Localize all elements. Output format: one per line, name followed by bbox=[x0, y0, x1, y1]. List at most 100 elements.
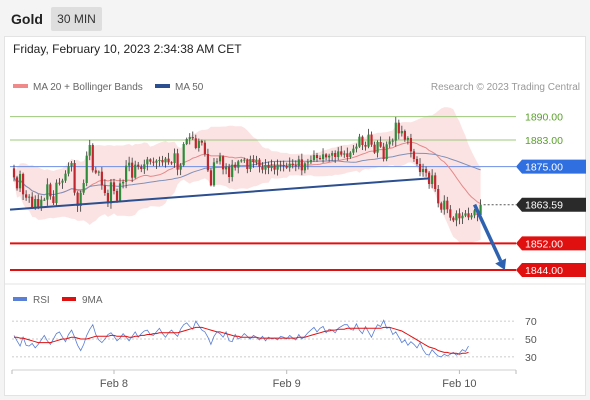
candle-body bbox=[18, 174, 22, 189]
candle-body bbox=[361, 136, 364, 145]
candle-body bbox=[415, 159, 419, 164]
candle-body bbox=[300, 159, 303, 171]
ma50-legend-swatch bbox=[155, 84, 170, 88]
forecast-arrow-head bbox=[495, 258, 507, 270]
candle-body bbox=[261, 166, 264, 170]
rsi-tick-50: 50 bbox=[525, 334, 537, 346]
candle-body bbox=[397, 122, 400, 134]
candle-body bbox=[143, 164, 146, 169]
candle-body bbox=[155, 160, 158, 163]
candle-body bbox=[31, 196, 34, 208]
candle-body bbox=[252, 159, 255, 162]
candle-body bbox=[194, 138, 197, 148]
candle-body bbox=[355, 146, 358, 149]
candle-body bbox=[43, 199, 46, 201]
candle-body bbox=[470, 215, 473, 218]
candle-body bbox=[403, 131, 406, 140]
ma50-legend-label: MA 50 bbox=[175, 82, 204, 93]
candle-body bbox=[455, 213, 458, 221]
candle-body bbox=[88, 145, 91, 156]
candle-body bbox=[158, 160, 161, 161]
x-tick-label: Feb 9 bbox=[273, 378, 301, 390]
ma20-legend-swatch bbox=[13, 84, 28, 88]
candle-body bbox=[364, 145, 367, 147]
candle-body bbox=[218, 156, 222, 162]
candle-body bbox=[115, 191, 119, 201]
candle-body bbox=[352, 148, 355, 153]
candle-body bbox=[428, 172, 431, 184]
candle-body bbox=[221, 156, 225, 170]
candle-body bbox=[58, 182, 61, 184]
candle-body bbox=[276, 164, 279, 170]
candle-body bbox=[137, 164, 140, 167]
candle-body bbox=[49, 184, 52, 197]
level-tag-1844.00 bbox=[516, 263, 586, 277]
candle-body bbox=[270, 165, 273, 168]
candle-body bbox=[424, 169, 428, 173]
candle-body bbox=[106, 193, 110, 204]
candle-body bbox=[228, 166, 231, 177]
rsi-legend-swatch bbox=[13, 297, 27, 301]
candle-body bbox=[328, 155, 331, 158]
candle-body bbox=[324, 154, 328, 158]
trendline bbox=[9, 177, 430, 211]
candle-body bbox=[112, 182, 116, 191]
level-tag-1852.00 bbox=[516, 236, 586, 251]
candle-body bbox=[264, 165, 267, 170]
candle-body bbox=[188, 137, 191, 139]
copyright-credit: Research © 2023 Trading Central bbox=[431, 82, 580, 93]
candle-body bbox=[94, 170, 97, 173]
candle-body bbox=[440, 203, 443, 210]
candle-body bbox=[182, 144, 185, 166]
candle-body bbox=[282, 165, 285, 166]
candle-body bbox=[12, 168, 16, 178]
candle-body bbox=[458, 213, 461, 219]
top-bar: Gold 30 MIN bbox=[0, 0, 590, 36]
candle-body bbox=[379, 142, 382, 147]
candle-body bbox=[73, 163, 76, 193]
candle-body bbox=[412, 151, 416, 159]
candle-body bbox=[91, 145, 94, 171]
candle-body bbox=[185, 139, 188, 144]
bollinger-band-area bbox=[14, 107, 481, 244]
candle-body bbox=[206, 154, 210, 171]
candle-body bbox=[76, 192, 79, 206]
candle-body bbox=[421, 169, 425, 172]
ma9-legend-label: 9MA bbox=[82, 295, 103, 306]
candle-body bbox=[376, 142, 379, 153]
candle-body bbox=[373, 144, 376, 153]
candle-body bbox=[240, 160, 243, 162]
forecast-arrow-shaft bbox=[472, 203, 503, 262]
candle-body bbox=[309, 160, 313, 163]
candle-body bbox=[243, 159, 246, 161]
candle-body bbox=[55, 182, 58, 203]
level-label-1863.59: 1863.59 bbox=[525, 200, 563, 212]
candle-body bbox=[167, 158, 170, 163]
candle-body bbox=[318, 158, 322, 159]
candle-body bbox=[61, 180, 64, 183]
candle-body bbox=[125, 165, 128, 182]
candle-body bbox=[200, 141, 203, 143]
candle-body bbox=[409, 138, 413, 152]
level-label-1875.00: 1875.00 bbox=[525, 162, 563, 174]
ma9-legend-swatch bbox=[62, 297, 76, 301]
candle-body bbox=[291, 163, 294, 166]
candle-body bbox=[52, 196, 55, 203]
timeframe-button[interactable]: 30 MIN bbox=[51, 7, 102, 31]
level-tag-1875.00 bbox=[516, 159, 586, 174]
candle-body bbox=[400, 131, 403, 134]
candle-body bbox=[197, 141, 200, 148]
candle-body bbox=[479, 204, 482, 215]
rsi-legend-label: RSI bbox=[33, 295, 50, 306]
candle-body bbox=[331, 153, 334, 156]
candle-body bbox=[255, 159, 258, 162]
candle-body bbox=[64, 173, 67, 181]
candle-body bbox=[258, 159, 261, 167]
candle-body bbox=[46, 184, 49, 200]
candle-body bbox=[473, 210, 476, 216]
candle-body bbox=[140, 166, 143, 169]
candle-body bbox=[85, 155, 88, 183]
timestamp: Friday, February 10, 2023 2:34:38 AM CET bbox=[13, 42, 242, 56]
candle-body bbox=[358, 136, 361, 147]
